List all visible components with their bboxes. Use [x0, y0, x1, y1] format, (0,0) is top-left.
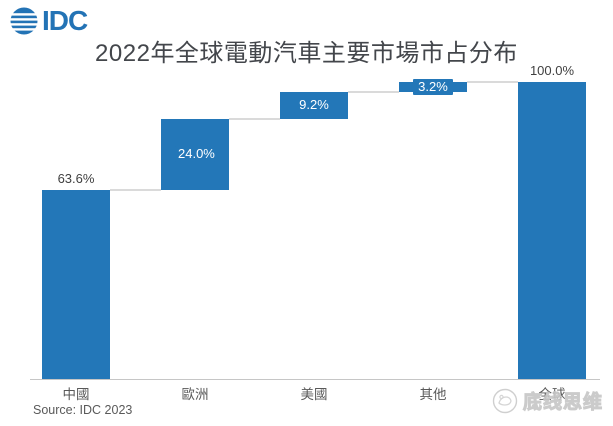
chart-title: 2022年全球電動汽車主要市場市占分布 [95, 40, 518, 67]
idc-logo-text: IDC [42, 5, 88, 36]
connector-2 [348, 90, 399, 93]
category-label-0: 中國 [62, 387, 90, 402]
bar-value-label-3: 3.2% [413, 78, 453, 95]
watermark-text: 底线思维 [522, 392, 604, 414]
category-label-1: 歐洲 [181, 387, 209, 402]
connector-0 [110, 189, 161, 192]
waterfall-bar-0 [42, 190, 110, 379]
category-label-4: 全球 [538, 387, 566, 402]
category-label-2: 美國 [300, 387, 328, 402]
waterfall-bar-4 [518, 82, 586, 379]
bar-value-label-2: 9.2% [294, 97, 334, 114]
source-note: Source: IDC 2023 [33, 403, 133, 417]
bar-value-label-4: 100.0% [529, 63, 575, 78]
bar-value-label-0: 63.6% [57, 171, 95, 187]
waterfall-plot: 63.6% 中國 24.0% 歐洲 9.2% 美國 3.2% 其他 100.0% 全球 [30, 63, 600, 402]
watermark-logo-icon [492, 388, 518, 413]
category-label-3: 其他 [419, 387, 447, 402]
x-axis-line [30, 379, 600, 380]
idc-logo: IDC [8, 5, 88, 37]
connector-1 [229, 117, 280, 120]
connector-3 [467, 81, 518, 83]
idc-globe-icon [8, 7, 40, 35]
bar-value-label-1: 24.0% [175, 146, 215, 163]
watermark: 底线思维 [492, 387, 603, 414]
